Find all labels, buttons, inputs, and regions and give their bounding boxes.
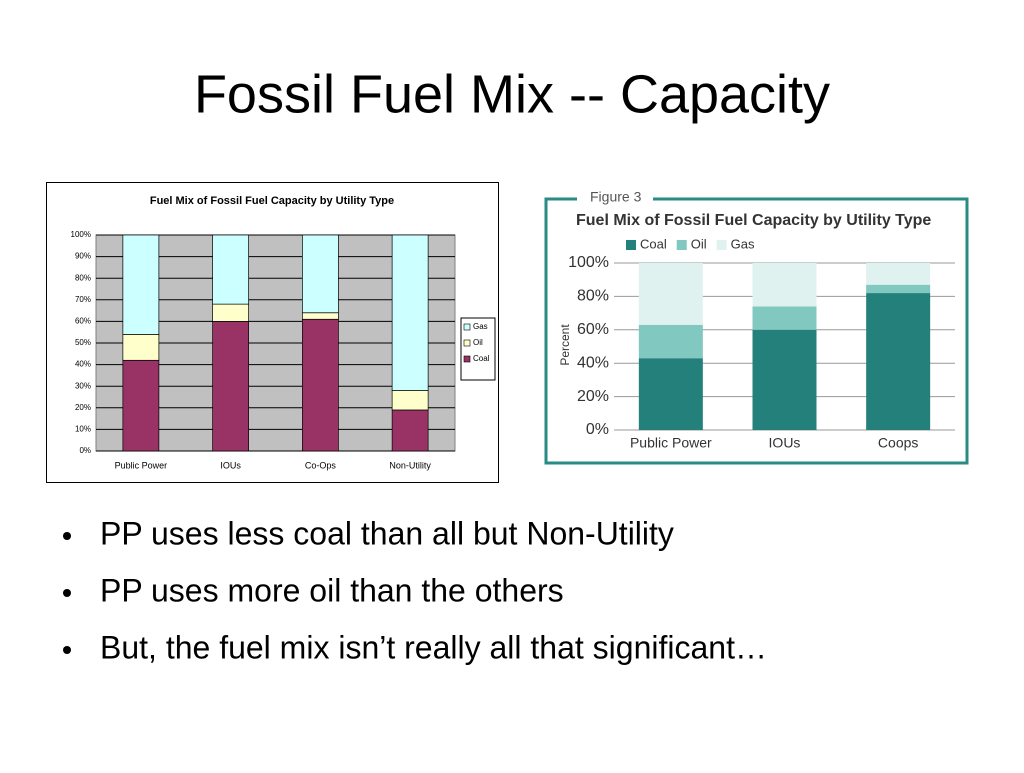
legend-swatch [463,355,471,363]
bar-segment [391,234,429,391]
bar-segment [866,284,931,294]
y-tick-label: 60% [75,317,91,326]
legend-label: Oil [691,236,707,251]
y-tick-label: 50% [75,338,91,347]
y-tick-label: 90% [75,252,91,261]
bar-segment [752,263,817,307]
bullet-dot [63,532,71,540]
bullet-text: PP uses more oil than the others [100,572,564,608]
y-tick-label: 20% [75,403,91,412]
legend-swatch [463,339,471,347]
bar-segment [212,321,249,452]
x-tick-label: Coops [878,435,918,451]
bar-segment [752,306,817,330]
bullet-text: But, the fuel mix isn’t really all that … [100,629,767,665]
bar-segment [391,409,429,452]
bar-segment [122,359,160,452]
bar-segment [302,318,339,452]
x-tick-label: Non-Utility [389,460,431,470]
bar-segment [302,312,339,320]
bar-segment [122,334,160,361]
y-tick-label: 40% [75,360,91,369]
bar-segment [212,234,249,305]
legend-swatch [716,240,727,250]
y-tick-label: 100% [568,254,609,271]
y-axis-label: Percent [558,324,572,366]
x-tick-label: IOUs [220,460,241,470]
bar-segment [866,263,931,285]
bar-segment [212,303,249,322]
bar-segment [638,324,703,359]
bar-segment [122,234,160,335]
bullet-text: PP uses less coal than all but Non-Utili… [100,515,674,551]
legend-label: Oil [473,338,483,347]
frame-gap [577,190,653,208]
legend-label: Coal [640,236,667,251]
y-tick-label: 80% [577,288,609,305]
bar-segment [391,390,429,411]
y-tick-label: 60% [577,321,609,338]
legend-label: Gas [473,322,488,331]
legend-swatch [626,240,636,250]
y-tick-label: 0% [79,446,91,455]
x-tick-label: Public Power [115,460,168,470]
y-tick-label: 70% [75,295,91,304]
bullet-dot [63,589,71,597]
bar-segment [752,329,817,430]
y-tick-label: 30% [75,381,91,390]
slide-title: Fossil Fuel Mix -- Capacity [194,64,830,124]
bar-segment [302,234,339,314]
y-tick-label: 100% [71,230,91,239]
y-tick-label: 80% [75,273,91,282]
y-tick-label: 10% [75,425,91,434]
bar-segment [638,358,703,430]
y-tick-label: 0% [586,421,609,438]
bullet-dot [63,646,71,654]
chart-title: Fuel Mix of Fossil Fuel Capacity by Util… [576,212,931,229]
y-tick-label: 40% [577,354,609,371]
chart-title: Fuel Mix of Fossil Fuel Capacity by Util… [150,195,394,207]
x-tick-label: IOUs [769,435,801,451]
bar-segment [866,293,931,430]
legend-label: Gas [731,236,755,251]
bar-segment [638,263,703,325]
x-tick-label: Co-Ops [305,460,337,470]
legend-swatch [463,323,471,331]
legend-label: Coal [473,354,490,363]
legend-swatch [676,240,687,250]
y-tick-label: 20% [577,388,609,405]
figure-label: Figure 3 [590,189,642,205]
x-tick-label: Public Power [630,435,712,451]
